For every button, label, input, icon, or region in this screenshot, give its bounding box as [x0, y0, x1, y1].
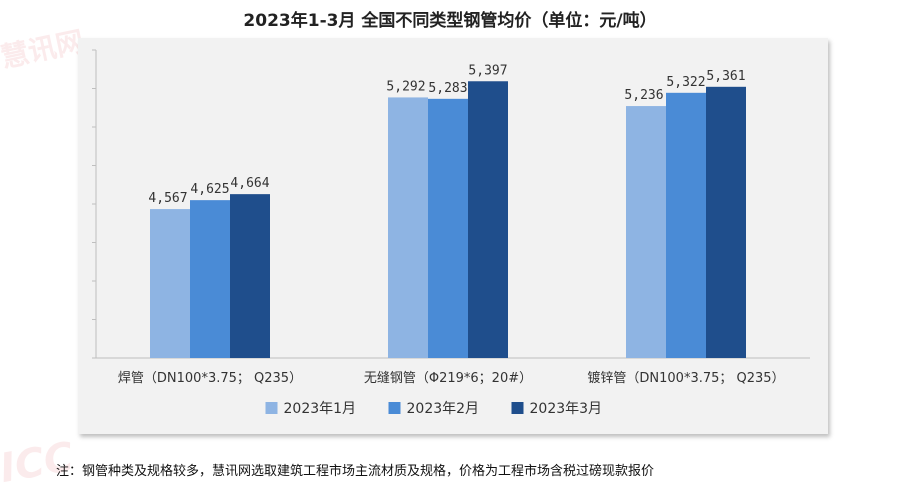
bar	[468, 81, 508, 359]
chart-title: 2023年1-3月 全国不同类型钢管均价（单位：元/吨）	[243, 11, 657, 31]
bar	[388, 97, 428, 358]
legend-label: 2023年2月	[407, 401, 480, 417]
legend-label: 2023年3月	[530, 401, 603, 417]
legend-swatch	[511, 402, 524, 414]
bar	[706, 86, 746, 358]
bar	[428, 98, 468, 359]
data-label: 4,567	[148, 191, 187, 206]
data-label: 5,361	[706, 69, 745, 84]
legend-swatch	[388, 402, 401, 414]
data-label: 5,292	[386, 79, 425, 94]
data-label: 5,397	[468, 63, 507, 78]
data-label: 5,236	[624, 88, 663, 103]
bar	[626, 106, 666, 358]
footnote: 注：钢管种类及规格较多，慧讯网选取建筑工程市场主流材质及规格，价格为工程市场含税…	[56, 464, 655, 479]
data-label: 5,322	[666, 75, 705, 90]
data-label: 4,664	[230, 176, 269, 191]
bar	[230, 194, 270, 358]
category-label: 镀锌管（DN100*3.75； Q235）	[587, 370, 784, 386]
data-label: 4,625	[190, 182, 229, 197]
data-label: 5,283	[428, 81, 467, 96]
category-label: 无缝钢管（Φ219*6；20#）	[364, 371, 532, 386]
bar	[666, 92, 706, 358]
legend-swatch	[265, 402, 278, 414]
bar	[150, 209, 190, 358]
bar	[190, 200, 230, 358]
legend-label: 2023年1月	[284, 401, 357, 417]
category-label: 焊管（DN100*3.75； Q235）	[118, 370, 302, 386]
